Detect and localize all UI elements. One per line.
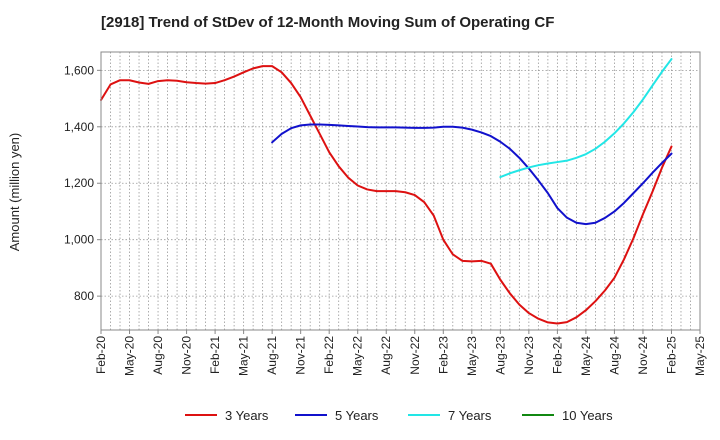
x-tick-label: May-24 bbox=[579, 336, 593, 376]
x-tick-label: Feb-20 bbox=[94, 336, 108, 374]
x-tick-label: Aug-20 bbox=[151, 336, 165, 375]
series-line-7-years bbox=[499, 58, 673, 179]
x-tick-label: May-21 bbox=[237, 336, 251, 376]
x-tick-label: Aug-23 bbox=[493, 336, 507, 375]
series-line-5-years bbox=[271, 123, 673, 226]
x-tick-label: Nov-22 bbox=[408, 336, 422, 375]
legend: 3 Years 5 Years 7 Years 10 Years bbox=[185, 408, 613, 423]
x-gridlines bbox=[110, 52, 691, 330]
y-tick-label: 1,600 bbox=[64, 63, 94, 77]
x-axis-ticks: Feb-20 May-20 Aug-20 Nov-20 Feb-21 May-21 Aug-… bbox=[94, 330, 707, 376]
legend-label: 3 Years bbox=[225, 408, 269, 423]
legend-label: 10 Years bbox=[562, 408, 613, 423]
y-axis-ticks: 800 1,000 1,200 1,400 1,600 bbox=[64, 63, 101, 303]
x-tick-label: Nov-21 bbox=[294, 336, 308, 375]
x-tick-label: May-22 bbox=[351, 336, 365, 376]
series-lines bbox=[100, 58, 673, 325]
x-tick-label: May-23 bbox=[465, 336, 479, 376]
x-tick-label: Aug-21 bbox=[265, 336, 279, 375]
x-tick-label: Feb-22 bbox=[322, 336, 336, 374]
y-tick-label: 800 bbox=[74, 289, 94, 303]
y-axis-label: Amount (million yen) bbox=[7, 133, 22, 252]
x-tick-label: May-20 bbox=[123, 336, 137, 376]
y-tick-label: 1,400 bbox=[64, 120, 94, 134]
x-tick-label: Feb-25 bbox=[664, 336, 678, 374]
x-tick-label: Feb-24 bbox=[550, 336, 564, 374]
x-tick-label: Nov-23 bbox=[522, 336, 536, 375]
x-tick-label: Nov-24 bbox=[636, 336, 650, 375]
x-tick-label: Feb-21 bbox=[208, 336, 222, 374]
plot-border bbox=[100, 51, 701, 331]
x-tick-label: Feb-23 bbox=[436, 336, 450, 374]
x-tick-label: May-25 bbox=[693, 336, 707, 376]
plot-area bbox=[100, 51, 701, 331]
x-tick-label: Aug-22 bbox=[379, 336, 393, 375]
x-tick-label: Aug-24 bbox=[607, 336, 621, 375]
series-line-3-years bbox=[100, 65, 673, 325]
legend-label: 5 Years bbox=[335, 408, 379, 423]
y-tick-label: 1,000 bbox=[64, 233, 94, 247]
legend-label: 7 Years bbox=[448, 408, 492, 423]
x-tick-label: Nov-20 bbox=[180, 336, 194, 375]
y-tick-label: 1,200 bbox=[64, 176, 94, 190]
chart-title: [2918] Trend of StDev of 12-Month Moving… bbox=[101, 14, 554, 31]
